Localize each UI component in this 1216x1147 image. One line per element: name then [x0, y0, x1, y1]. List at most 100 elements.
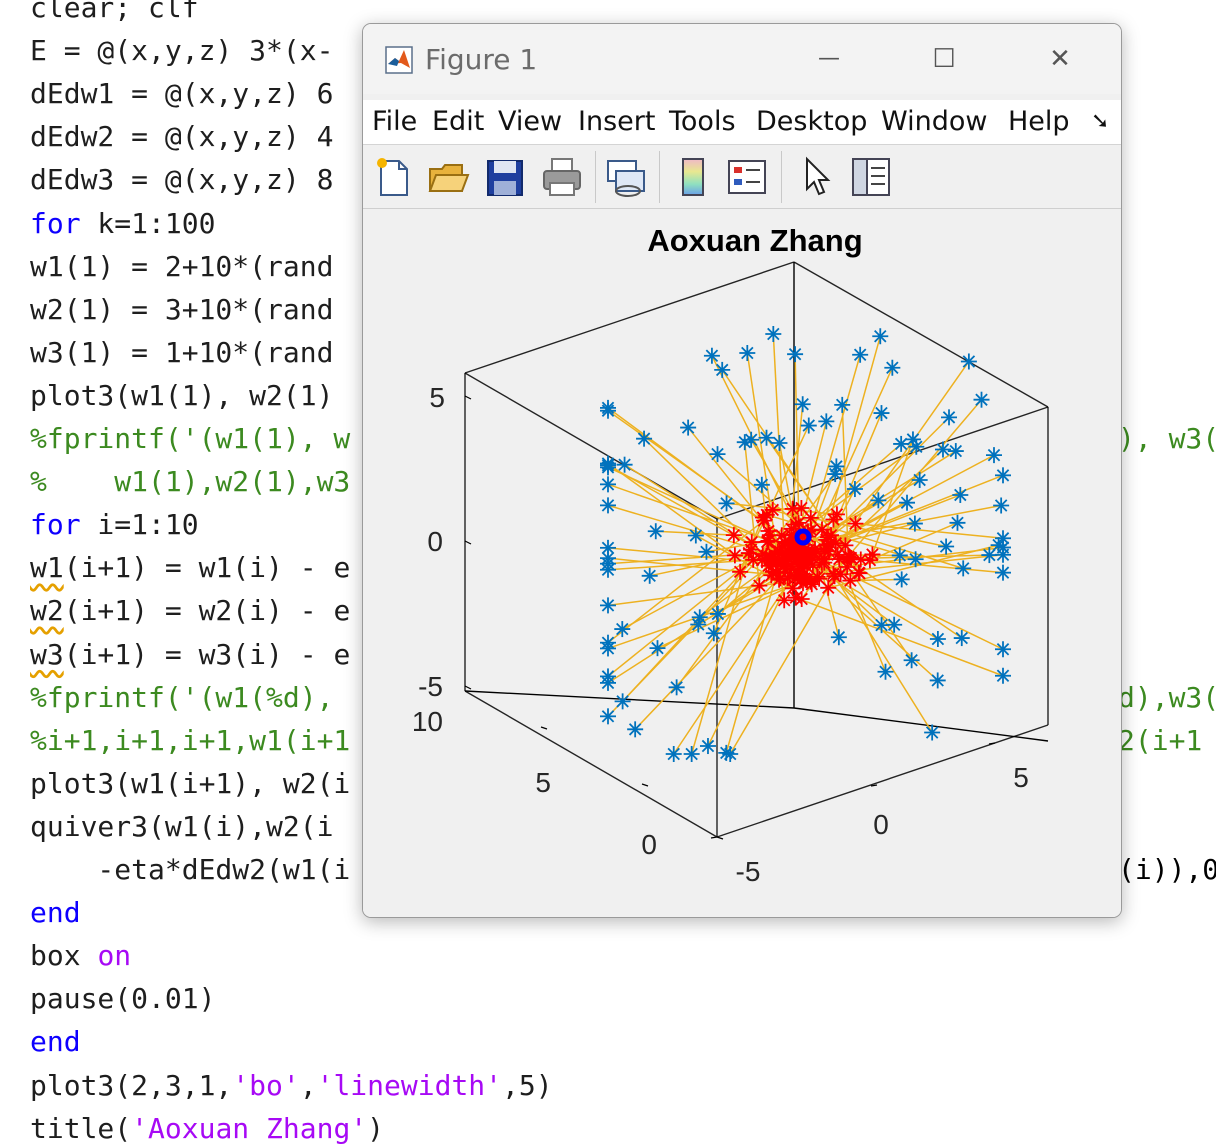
start-marker: [903, 652, 920, 669]
menu-file[interactable]: File: [372, 106, 418, 137]
menu-insert[interactable]: Insert: [578, 106, 656, 137]
start-marker: [600, 497, 616, 514]
start-marker: [600, 668, 616, 685]
link-plot-icon[interactable]: [604, 155, 648, 199]
code-line[interactable]: end: [30, 1020, 81, 1063]
start-marker: [911, 471, 928, 488]
code-line[interactable]: plot3(2,3,1,'bo','linewidth',5): [30, 1064, 553, 1107]
start-marker: [827, 466, 844, 483]
code-line[interactable]: w3(i+1) = w3(i) - e: [30, 633, 350, 676]
code-line[interactable]: w2(i+1) = w2(i) - e: [30, 589, 350, 632]
menu-window[interactable]: Window: [881, 106, 988, 137]
figure-menubar: File Edit View Insert Tools Desktop Wind…: [363, 100, 1121, 145]
property-inspector-icon[interactable]: [849, 155, 893, 199]
x-tick-label: -5: [736, 856, 761, 887]
plot-3d[interactable]: 5 0 -5 10 5 0 5 0 -5 Aoxuan Zhang: [363, 209, 1121, 917]
print-icon[interactable]: [540, 155, 584, 199]
code-text: pause(0.01): [30, 982, 216, 1016]
end-marker: [851, 565, 868, 582]
start-marker: [924, 724, 941, 741]
menu-tools[interactable]: Tools: [669, 106, 736, 137]
code-fragment: ), w3(: [1118, 422, 1216, 455]
z-tick: [464, 540, 472, 545]
figure-titlebar[interactable]: Figure 1 — ☐ ✕: [363, 24, 1121, 94]
code-line[interactable]: plot3(w1(i+1), w2(i: [30, 762, 350, 805]
start-marker: [949, 514, 966, 531]
code-text: w2(1) = 3+10*(rand: [30, 292, 334, 326]
end-marker: [852, 551, 869, 568]
y-tick: [540, 726, 548, 730]
code-string: 'bo': [232, 1068, 300, 1102]
code-line[interactable]: % w1(1),w2(1),w3: [30, 460, 350, 503]
menu-desktop[interactable]: Desktop: [756, 106, 868, 137]
start-marker: [765, 326, 782, 342]
save-icon[interactable]: [483, 155, 527, 199]
code-line[interactable]: %fprintf('(w1(1), w: [30, 417, 350, 460]
start-marker: [703, 347, 720, 364]
start-marker: [665, 746, 682, 762]
code-line[interactable]: box on: [30, 934, 131, 977]
pointer-icon[interactable]: [795, 155, 839, 199]
code-line[interactable]: dEdw2 = @(x,y,z) 4: [30, 115, 333, 158]
menu-overflow-icon[interactable]: ➘: [1091, 109, 1110, 134]
minimize-button[interactable]: —: [818, 46, 840, 71]
code-line[interactable]: title('Aoxuan Zhang'): [30, 1107, 384, 1147]
start-marker: [683, 746, 700, 762]
code-line[interactable]: %i+1,i+1,i+1,w1(i+1: [30, 719, 350, 762]
start-marker: [709, 605, 726, 622]
menu-help[interactable]: Help: [1008, 106, 1070, 137]
code-line[interactable]: clear; clf: [30, 0, 199, 29]
z-tick-label: 0: [427, 526, 443, 557]
code-line[interactable]: end: [30, 891, 81, 934]
colorbar-icon[interactable]: [671, 155, 715, 199]
code-line[interactable]: plot3(w1(1), w2(1): [30, 374, 333, 417]
start-marker: [952, 486, 969, 503]
code-text: w2: [30, 594, 64, 628]
menu-edit[interactable]: Edit: [432, 106, 485, 137]
toolbar-separator: [781, 151, 782, 203]
start-marker: [600, 399, 616, 416]
start-marker: [981, 547, 998, 564]
legend-icon[interactable]: [725, 155, 769, 199]
start-marker: [990, 537, 1007, 554]
code-line[interactable]: w1(i+1) = w1(i) - e: [30, 546, 350, 589]
axis-box-edge: [464, 372, 718, 520]
end-marker: [825, 565, 842, 582]
open-file-icon[interactable]: [426, 155, 470, 199]
x-tick: [710, 836, 718, 839]
code-line[interactable]: w1(1) = 2+10*(rand: [30, 245, 333, 288]
plot-area[interactable]: 5 0 -5 10 5 0 5 0 -5 Aoxuan Zhang: [363, 209, 1121, 917]
start-marker: [893, 435, 910, 452]
code-line[interactable]: for k=1:100: [30, 202, 215, 245]
y-tick-label: 10: [412, 706, 443, 737]
end-marker: [777, 545, 794, 562]
toolbar-separator: [595, 151, 596, 203]
axis-box-edge: [464, 690, 718, 838]
figure-window[interactable]: Figure 1 — ☐ ✕ File Edit View Insert Too…: [362, 23, 1122, 918]
maximize-button[interactable]: ☐: [932, 44, 956, 74]
descent-path: [649, 543, 798, 577]
code-line[interactable]: E = @(x,y,z) 3*(x-: [30, 29, 333, 72]
code-comment: %fprintf('(w1(1), w: [30, 422, 351, 455]
code-line[interactable]: for i=1:10: [30, 503, 199, 546]
code-line[interactable]: -eta*dEdw2(w1(i: [30, 848, 350, 891]
end-marker: [847, 515, 864, 532]
code-text: k=1:100: [80, 206, 216, 240]
code-line[interactable]: quiver3(w1(i),w2(i: [30, 805, 333, 848]
descent-path: [607, 578, 808, 650]
new-figure-icon[interactable]: [371, 155, 415, 199]
z-tick: [464, 395, 472, 400]
code-line[interactable]: w3(1) = 1+10*(rand: [30, 331, 333, 374]
code-line[interactable]: pause(0.01): [30, 977, 215, 1020]
code-line[interactable]: w2(1) = 3+10*(rand: [30, 288, 333, 331]
close-button[interactable]: ✕: [1049, 44, 1071, 74]
code-text: (i+1) = w2(i) - e: [63, 594, 351, 628]
menu-view[interactable]: View: [498, 106, 563, 137]
code-line[interactable]: %fprintf('(w1(%d),: [30, 676, 333, 719]
code-text: dEdw1 = @(x,y,z) 6: [30, 77, 334, 111]
code-line[interactable]: dEdw1 = @(x,y,z) 6: [30, 72, 333, 115]
code-line[interactable]: dEdw3 = @(x,y,z) 8: [30, 158, 333, 201]
start-marker: [600, 597, 616, 614]
end-marker: [793, 544, 810, 561]
